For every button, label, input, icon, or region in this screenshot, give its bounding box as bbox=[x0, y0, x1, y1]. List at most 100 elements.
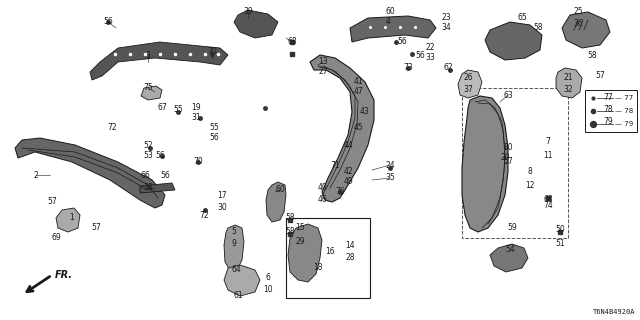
Text: 31: 31 bbox=[191, 114, 201, 123]
Polygon shape bbox=[90, 42, 228, 80]
Bar bbox=[462, 88, 568, 238]
Text: 6: 6 bbox=[266, 274, 271, 283]
Text: 57: 57 bbox=[47, 197, 57, 206]
Text: 16: 16 bbox=[325, 247, 335, 257]
Text: 29: 29 bbox=[295, 237, 305, 246]
Text: 56: 56 bbox=[103, 18, 113, 27]
Text: 7: 7 bbox=[545, 138, 550, 147]
Text: 56: 56 bbox=[415, 51, 425, 60]
Text: 19: 19 bbox=[191, 103, 201, 113]
Polygon shape bbox=[350, 16, 436, 42]
Polygon shape bbox=[141, 86, 162, 100]
Text: 72: 72 bbox=[199, 211, 209, 220]
Text: — 77: — 77 bbox=[615, 95, 633, 101]
Text: 78: 78 bbox=[603, 106, 613, 115]
Text: 70: 70 bbox=[193, 157, 203, 166]
Polygon shape bbox=[485, 22, 542, 60]
Text: 55: 55 bbox=[209, 124, 219, 132]
Text: 79: 79 bbox=[603, 117, 613, 126]
Text: 40: 40 bbox=[317, 183, 327, 193]
Text: 26: 26 bbox=[463, 74, 473, 83]
Text: 37: 37 bbox=[463, 85, 473, 94]
Text: FR.: FR. bbox=[55, 270, 73, 280]
Text: 3: 3 bbox=[145, 51, 150, 60]
Text: 68: 68 bbox=[543, 196, 553, 204]
Text: 21: 21 bbox=[563, 74, 573, 83]
Text: 58: 58 bbox=[587, 51, 597, 60]
Text: 8: 8 bbox=[527, 167, 532, 177]
Text: 13: 13 bbox=[318, 58, 328, 67]
Text: 52: 52 bbox=[143, 140, 153, 149]
Text: 32: 32 bbox=[563, 85, 573, 94]
Text: 39: 39 bbox=[243, 7, 253, 17]
Text: 67: 67 bbox=[157, 103, 167, 113]
Text: 57: 57 bbox=[91, 223, 101, 233]
Polygon shape bbox=[224, 265, 260, 296]
Polygon shape bbox=[288, 224, 322, 282]
Text: 24: 24 bbox=[385, 161, 395, 170]
Text: 10: 10 bbox=[263, 285, 273, 294]
Polygon shape bbox=[56, 208, 80, 232]
Bar bbox=[585, 90, 637, 132]
Text: 4: 4 bbox=[385, 18, 390, 27]
Text: 53: 53 bbox=[143, 150, 153, 159]
Text: 77: 77 bbox=[603, 93, 613, 102]
Text: 56: 56 bbox=[155, 150, 165, 159]
Text: 54: 54 bbox=[505, 245, 515, 254]
Text: 20: 20 bbox=[500, 154, 510, 163]
Polygon shape bbox=[462, 96, 508, 232]
Text: 64: 64 bbox=[231, 266, 241, 275]
Bar bbox=[286, 218, 370, 298]
Text: T6N4B4920A: T6N4B4920A bbox=[593, 309, 635, 315]
Text: 22: 22 bbox=[425, 44, 435, 52]
Polygon shape bbox=[234, 10, 278, 38]
Text: 56: 56 bbox=[209, 133, 219, 142]
Text: 33: 33 bbox=[425, 53, 435, 62]
Text: 68: 68 bbox=[287, 37, 297, 46]
Text: 69: 69 bbox=[51, 234, 61, 243]
Text: 14: 14 bbox=[345, 241, 355, 250]
Text: — 78: — 78 bbox=[615, 108, 633, 114]
Polygon shape bbox=[224, 225, 244, 270]
Text: 73: 73 bbox=[403, 63, 413, 73]
Text: 9: 9 bbox=[232, 239, 236, 249]
Polygon shape bbox=[458, 70, 482, 98]
Text: 49: 49 bbox=[343, 178, 353, 187]
Text: 18: 18 bbox=[313, 263, 323, 273]
Text: 27: 27 bbox=[318, 68, 328, 76]
Polygon shape bbox=[310, 55, 374, 202]
Polygon shape bbox=[562, 12, 610, 48]
Text: 45: 45 bbox=[353, 124, 363, 132]
Text: 62: 62 bbox=[443, 63, 453, 73]
Text: 74: 74 bbox=[543, 201, 553, 210]
Text: 59: 59 bbox=[507, 223, 517, 233]
Text: 57: 57 bbox=[595, 70, 605, 79]
Polygon shape bbox=[490, 244, 528, 272]
Text: 12: 12 bbox=[525, 180, 535, 189]
Text: 5: 5 bbox=[232, 228, 236, 236]
Text: 25: 25 bbox=[573, 7, 583, 17]
Text: 47: 47 bbox=[353, 87, 363, 97]
Text: 56: 56 bbox=[397, 37, 407, 46]
Text: 55: 55 bbox=[173, 106, 183, 115]
Text: 57: 57 bbox=[503, 157, 513, 166]
Text: 58: 58 bbox=[533, 23, 543, 33]
Text: 2: 2 bbox=[34, 171, 38, 180]
Polygon shape bbox=[266, 182, 286, 222]
Text: 58: 58 bbox=[285, 228, 295, 236]
Text: 42: 42 bbox=[343, 167, 353, 177]
Text: 17: 17 bbox=[217, 190, 227, 199]
Text: 1: 1 bbox=[70, 213, 74, 222]
Text: 63: 63 bbox=[503, 91, 513, 100]
Text: 30: 30 bbox=[217, 204, 227, 212]
Text: — 79: — 79 bbox=[615, 121, 633, 127]
Text: 15: 15 bbox=[295, 223, 305, 233]
Text: 35: 35 bbox=[385, 173, 395, 182]
Text: 51: 51 bbox=[555, 239, 565, 249]
Text: 70: 70 bbox=[207, 47, 217, 57]
Text: 56: 56 bbox=[160, 171, 170, 180]
Polygon shape bbox=[140, 183, 175, 193]
Text: 72: 72 bbox=[107, 124, 117, 132]
Text: 43: 43 bbox=[360, 108, 370, 116]
Text: 44: 44 bbox=[343, 140, 353, 149]
